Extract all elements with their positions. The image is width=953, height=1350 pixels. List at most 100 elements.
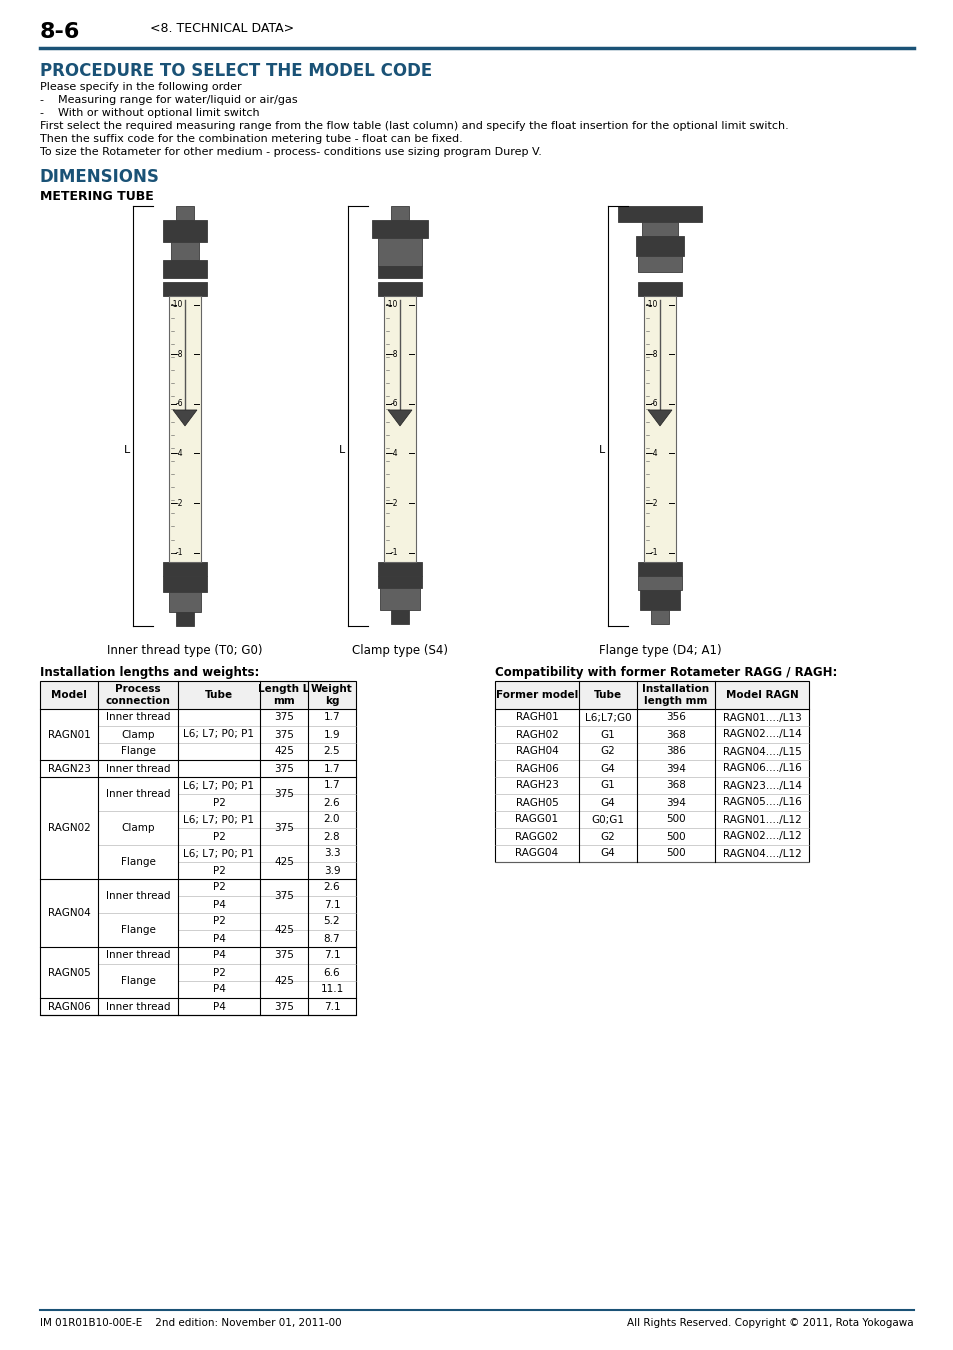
Polygon shape xyxy=(388,410,412,427)
Text: P2: P2 xyxy=(213,968,225,977)
Bar xyxy=(641,221,678,236)
Bar xyxy=(163,220,207,242)
Bar xyxy=(169,591,201,612)
Text: G2: G2 xyxy=(600,832,615,841)
Text: 500: 500 xyxy=(665,814,685,825)
Text: 8.7: 8.7 xyxy=(323,933,340,944)
Text: Flange: Flange xyxy=(120,925,155,936)
Text: Installation lengths and weights:: Installation lengths and weights: xyxy=(40,666,259,679)
Bar xyxy=(377,266,421,278)
Text: 2.6: 2.6 xyxy=(323,883,340,892)
Text: 1.7: 1.7 xyxy=(323,764,340,774)
Text: RAGN23..../L14: RAGN23..../L14 xyxy=(721,780,801,791)
Text: Inner thread: Inner thread xyxy=(106,764,170,774)
Text: 5.2: 5.2 xyxy=(323,917,340,926)
Text: 368: 368 xyxy=(665,780,685,791)
Text: P4: P4 xyxy=(213,1002,225,1011)
Text: PROCEDURE TO SELECT THE MODEL CODE: PROCEDURE TO SELECT THE MODEL CODE xyxy=(40,62,432,80)
Text: RAGN04..../L12: RAGN04..../L12 xyxy=(721,849,801,859)
Text: RAGG04: RAGG04 xyxy=(515,849,558,859)
Text: RAGN23: RAGN23 xyxy=(48,764,91,774)
Text: Process
connection: Process connection xyxy=(106,684,171,706)
Bar xyxy=(377,282,421,296)
Text: L: L xyxy=(338,444,345,455)
Text: G0;G1: G0;G1 xyxy=(591,814,624,825)
Text: L: L xyxy=(124,444,130,455)
Text: 2.8: 2.8 xyxy=(323,832,340,841)
Text: Model RAGN: Model RAGN xyxy=(725,690,798,701)
Text: 8-6: 8-6 xyxy=(40,22,80,42)
Text: -8: -8 xyxy=(650,350,658,359)
Bar xyxy=(638,562,681,575)
Text: 375: 375 xyxy=(274,713,294,722)
Bar xyxy=(618,207,701,221)
Text: 425: 425 xyxy=(274,857,294,867)
Text: 1.7: 1.7 xyxy=(323,713,340,722)
Text: RAGG02: RAGG02 xyxy=(515,832,558,841)
Text: P2: P2 xyxy=(213,883,225,892)
Text: Flange type (D4; A1): Flange type (D4; A1) xyxy=(598,644,720,657)
Text: 2.6: 2.6 xyxy=(323,798,340,807)
Text: L6; L7; P0; P1: L6; L7; P0; P1 xyxy=(183,729,254,740)
Text: -6: -6 xyxy=(650,400,658,408)
Bar xyxy=(40,680,355,1015)
Text: Please specify in the following order: Please specify in the following order xyxy=(40,82,241,92)
Text: Clamp type (S4): Clamp type (S4) xyxy=(352,644,448,657)
Text: RAGH01: RAGH01 xyxy=(515,713,558,722)
Bar xyxy=(638,282,681,296)
Text: 3.3: 3.3 xyxy=(323,849,340,859)
Text: -10: -10 xyxy=(385,300,397,309)
Text: 1.7: 1.7 xyxy=(323,780,340,791)
Text: L6; L7; P0; P1: L6; L7; P0; P1 xyxy=(183,849,254,859)
Bar xyxy=(495,680,808,709)
Text: RAGN02..../L14: RAGN02..../L14 xyxy=(721,729,801,740)
Text: G4: G4 xyxy=(600,764,615,774)
Bar xyxy=(384,296,416,562)
Text: 375: 375 xyxy=(274,764,294,774)
Text: First select the required measuring range from the flow table (last column) and : First select the required measuring rang… xyxy=(40,122,788,131)
Text: -2: -2 xyxy=(650,498,658,508)
Bar xyxy=(643,296,676,562)
Text: L6;L7;G0: L6;L7;G0 xyxy=(584,713,631,722)
Text: RAGN01: RAGN01 xyxy=(48,729,91,740)
Text: 356: 356 xyxy=(665,713,685,722)
Bar xyxy=(638,256,681,271)
Text: RAGH05: RAGH05 xyxy=(515,798,558,807)
Text: RAGH02: RAGH02 xyxy=(515,729,558,740)
Text: RAGN01..../L12: RAGN01..../L12 xyxy=(721,814,801,825)
Bar xyxy=(163,562,207,575)
Bar xyxy=(163,575,207,591)
Text: P4: P4 xyxy=(213,933,225,944)
Text: Then the suffix code for the combination metering tube - float can be fixed.: Then the suffix code for the combination… xyxy=(40,134,462,144)
Text: P4: P4 xyxy=(213,950,225,960)
Text: P2: P2 xyxy=(213,798,225,807)
Text: RAGG01: RAGG01 xyxy=(515,814,558,825)
Text: 7.1: 7.1 xyxy=(323,899,340,910)
Text: Flange: Flange xyxy=(120,976,155,986)
Text: 6.6: 6.6 xyxy=(323,968,340,977)
Text: 394: 394 xyxy=(665,764,685,774)
Text: P4: P4 xyxy=(213,899,225,910)
Text: RAGN04..../L15: RAGN04..../L15 xyxy=(721,747,801,756)
Text: RAGN02..../L12: RAGN02..../L12 xyxy=(721,832,801,841)
Bar xyxy=(377,238,421,266)
Bar xyxy=(175,207,193,220)
Text: 500: 500 xyxy=(665,832,685,841)
Text: RAGH06: RAGH06 xyxy=(515,764,558,774)
Text: Inner thread: Inner thread xyxy=(106,713,170,722)
Bar xyxy=(377,562,421,575)
Text: Inner thread: Inner thread xyxy=(106,950,170,960)
Text: P2: P2 xyxy=(213,917,225,926)
Text: 3.9: 3.9 xyxy=(323,865,340,876)
Text: P2: P2 xyxy=(213,832,225,841)
Bar xyxy=(175,612,193,625)
Text: 375: 375 xyxy=(274,824,294,833)
Text: Inner thread: Inner thread xyxy=(106,788,170,799)
Text: P4: P4 xyxy=(213,984,225,995)
Bar xyxy=(495,680,808,863)
Bar xyxy=(163,282,207,296)
Bar xyxy=(372,220,428,238)
Text: 368: 368 xyxy=(665,729,685,740)
Bar xyxy=(391,610,409,624)
Text: -10: -10 xyxy=(171,300,183,309)
